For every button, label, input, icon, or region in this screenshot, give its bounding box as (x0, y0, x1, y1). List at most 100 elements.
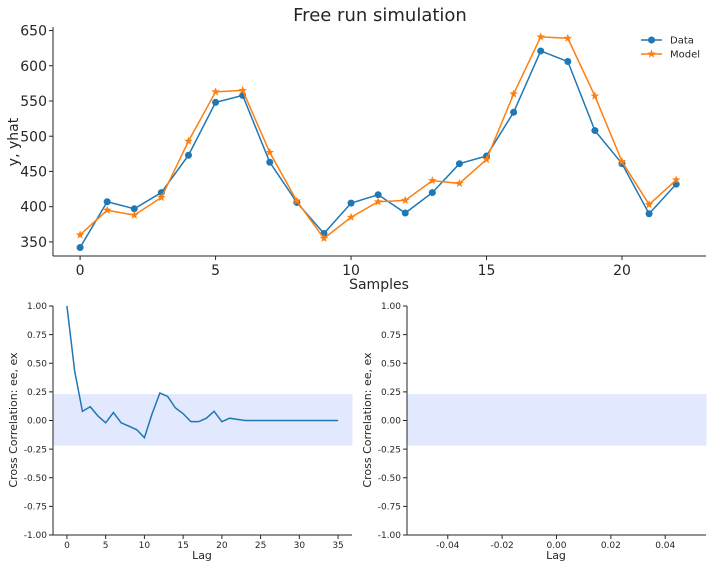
data-point-7 (266, 158, 274, 166)
br-y-tick-label-2: -0.50 (378, 474, 402, 484)
top-x-tick-label-3: 15 (478, 263, 496, 279)
legend-model-label: Model (670, 50, 700, 61)
br-y-tick-label-1: -0.75 (378, 503, 401, 513)
top-y-tick-label-6: 650 (20, 24, 47, 40)
bl-y-tick-label-1: -0.75 (24, 503, 47, 513)
data-point-5 (212, 98, 220, 106)
data-point-10 (347, 199, 355, 207)
bl-x-tick-label-6: 30 (294, 541, 306, 551)
br-y-label: Cross Correlation: ee, ex (361, 352, 374, 488)
top-x-tick-label-0: 0 (76, 263, 85, 279)
top-y-tick-label-5: 600 (20, 59, 47, 75)
br-y-tick-label-8: 1.00 (381, 302, 401, 312)
br-y-tick-label-4: 0.00 (381, 417, 401, 427)
model-point-13 (428, 176, 437, 185)
model-point-15 (482, 154, 491, 164)
br-y-tick-label-5: 0.25 (381, 388, 401, 398)
model-point-0 (75, 230, 85, 239)
bl-x-tick-label-1: 5 (103, 541, 109, 551)
model-point-10 (346, 212, 356, 221)
top-x-tick-label-1: 5 (211, 263, 220, 279)
data-point-18 (564, 58, 572, 66)
data-point-21 (645, 210, 653, 218)
data-point-2 (130, 205, 138, 213)
model-point-9 (319, 233, 329, 243)
model-point-6 (238, 85, 247, 95)
top-y-tick-label-0: 350 (20, 235, 47, 251)
top-x-label: Samples (349, 277, 409, 293)
br-y-tick-label-7: 0.75 (381, 331, 401, 341)
br-x-tick-label-4: 0.04 (655, 541, 675, 551)
data-point-0 (76, 244, 84, 252)
bl-y-tick-label-7: 0.75 (27, 331, 47, 341)
bl-x-tick-label-0: 0 (64, 541, 70, 551)
legend-data-label: Data (670, 36, 694, 47)
br-x-tick-label-3: 0.02 (601, 541, 621, 551)
bl-x-label: Lag (192, 549, 212, 562)
model-point-19 (590, 91, 600, 100)
top-x-tick-label-2: 10 (342, 263, 360, 279)
model-point-12 (400, 195, 410, 204)
bl-y-tick-label-4: 0.00 (27, 417, 47, 427)
bl-y-tick-label-0: -1.00 (24, 531, 48, 541)
br-x-tick-label-2: 0.00 (546, 541, 566, 551)
br-y-tick-label-0: -1.00 (378, 531, 402, 541)
cross-correlation-chart-left: 0 5 10 15 20 25 30 35 -1.00 -0.75 -0.50 -0.25 0.00 0.… (7, 302, 353, 562)
bl-x-tick-label-4: 20 (216, 541, 228, 551)
bl-y-label: Cross Correlation: ee, ex (7, 352, 20, 488)
data-point-14 (455, 160, 463, 168)
data-point-12 (401, 209, 409, 217)
br-y-tick-label-3: -0.25 (378, 445, 401, 455)
data-point-19 (591, 127, 599, 135)
free-run-chart: Free run simulation 0 5 10 15 20 350 400 450 500… (6, 5, 706, 293)
legend-model-marker (647, 49, 656, 58)
bl-y-tick-label-8: 1.00 (27, 302, 47, 312)
top-y-tick-label-4: 550 (20, 94, 47, 110)
model-point-22 (671, 175, 681, 184)
model-point-18 (563, 33, 573, 42)
model-point-14 (455, 178, 464, 188)
top-chart-title: Free run simulation (293, 5, 467, 26)
bl-x-tick-label-3: 15 (177, 541, 188, 551)
data-point-16 (510, 108, 518, 116)
bl-x-tick-label-2: 10 (139, 541, 151, 551)
model-point-4 (184, 136, 193, 145)
bl-x-tick-label-7: 35 (332, 541, 343, 551)
bl-x-tick-label-5: 25 (255, 541, 266, 551)
br-y-tick-label-6: 0.50 (381, 359, 401, 369)
model-point-16 (509, 89, 518, 98)
bl-y-tick-label-5: 0.25 (27, 388, 47, 398)
bl-y-tick-label-3: -0.25 (24, 445, 47, 455)
cross-correlation-chart-right: -0.04 -0.02 0.00 0.02 0.04 -1.00 -0.75 -0.50 -0.… (361, 302, 707, 562)
br-x-tick-label-0: -0.04 (436, 541, 460, 551)
data-point-17 (537, 47, 545, 55)
data-point-11 (374, 191, 382, 199)
data-point-4 (184, 151, 192, 159)
model-point-7 (265, 147, 275, 157)
top-y-tick-label-3: 500 (20, 129, 47, 145)
model-point-21 (644, 200, 654, 209)
model-point-1 (102, 205, 112, 214)
br-confidence-band (407, 394, 707, 446)
top-x-tick-label-4: 20 (613, 263, 631, 279)
model-point-11 (373, 197, 383, 206)
model-point-17 (536, 32, 545, 41)
model-series-line (79, 36, 677, 240)
bl-y-tick-label-6: 0.50 (27, 359, 47, 369)
bl-y-tick-label-2: -0.50 (24, 474, 48, 484)
model-point-3 (157, 193, 166, 202)
cross-correlation-line (66, 305, 339, 440)
top-y-tick-label-2: 450 (20, 164, 47, 180)
br-x-tick-label-1: -0.02 (490, 541, 513, 551)
legend-data-marker (648, 36, 655, 44)
model-point-5 (211, 87, 220, 96)
br-x-label: Lag (546, 549, 566, 562)
data-point-13 (428, 189, 436, 197)
model-point-8 (292, 196, 302, 205)
top-y-label: y, yhat (6, 117, 22, 166)
top-y-tick-label-1: 400 (20, 200, 47, 216)
legend: Data Model (641, 36, 700, 61)
data-point-1 (103, 198, 111, 206)
model-point-2 (130, 210, 139, 219)
